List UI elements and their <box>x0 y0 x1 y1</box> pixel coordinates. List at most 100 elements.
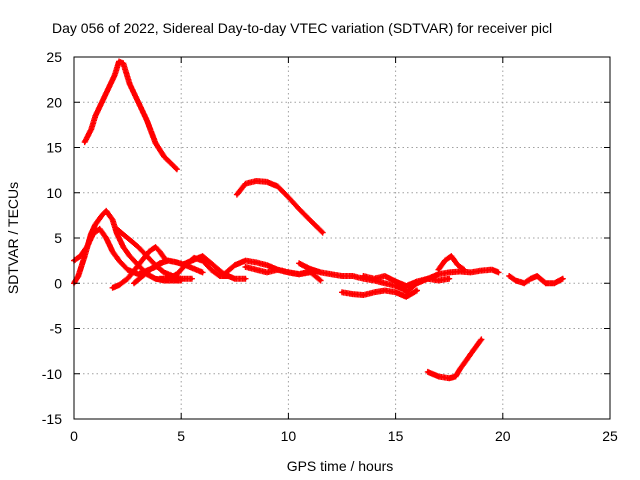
y-tick-label: 10 <box>46 185 62 201</box>
data-point <box>136 245 140 249</box>
data-point <box>121 61 125 65</box>
series-arc-late-morning-b <box>242 264 324 284</box>
data-point <box>100 213 104 217</box>
data-point <box>162 270 166 274</box>
data-point <box>175 260 179 264</box>
data-point <box>319 279 323 283</box>
data-point <box>209 268 213 272</box>
series-arc-high-peak <box>81 58 180 173</box>
data-point <box>462 268 466 272</box>
data-point <box>244 277 248 281</box>
data-point <box>443 259 447 263</box>
data-point <box>514 279 518 283</box>
data-point <box>83 140 87 144</box>
data-point <box>276 268 280 272</box>
data-point <box>297 261 301 265</box>
data-point <box>351 274 355 278</box>
data-point <box>265 263 269 267</box>
data-point <box>111 286 115 290</box>
y-tick-label: 0 <box>54 275 62 291</box>
data-point <box>179 263 183 267</box>
data-point <box>340 274 344 278</box>
x-tick-label: 15 <box>388 428 404 444</box>
data-point <box>426 277 430 281</box>
data-point <box>321 231 325 235</box>
data-point <box>166 259 170 263</box>
data-point <box>308 218 312 222</box>
data-point <box>211 263 215 267</box>
x-tick-label: 0 <box>70 428 78 444</box>
data-point <box>507 274 511 278</box>
data-point <box>394 290 398 294</box>
data-point <box>265 180 269 184</box>
data-point <box>415 281 419 285</box>
data-point <box>126 268 130 272</box>
data-point <box>340 290 344 294</box>
data-point <box>404 295 408 299</box>
data-point <box>93 114 97 118</box>
data-point <box>153 277 157 281</box>
data-point <box>153 141 157 145</box>
data-point <box>286 270 290 274</box>
series-arc-evening <box>506 273 566 287</box>
data-point <box>168 161 172 165</box>
data-point <box>383 274 387 278</box>
axis-tick-labels: 0 5 10 15 20 25 -15 -10 -5 0 5 10 15 20 25 <box>42 49 618 444</box>
data-point <box>254 260 258 264</box>
data-point <box>471 349 475 353</box>
series-arc-morning-a <box>109 244 170 291</box>
data-point <box>201 270 205 274</box>
data-point <box>522 281 526 285</box>
data-point <box>286 195 290 199</box>
data-point <box>479 337 483 341</box>
data-point <box>265 270 269 274</box>
data-point <box>141 274 145 278</box>
data-point <box>113 73 117 77</box>
data-point <box>117 259 121 263</box>
y-tick-label: 15 <box>46 140 62 156</box>
data-point <box>319 270 323 274</box>
data-point <box>308 267 312 271</box>
data-point <box>233 263 237 267</box>
data-point <box>454 374 458 378</box>
series-arc-midday <box>233 178 326 236</box>
data-point <box>372 277 376 281</box>
data-point <box>126 236 130 240</box>
data-point <box>469 270 473 274</box>
data-point <box>233 277 237 281</box>
data-point <box>426 370 430 374</box>
data-point <box>447 270 451 274</box>
data-point <box>111 250 115 254</box>
data-point <box>128 82 132 86</box>
data-point <box>218 274 222 278</box>
data-point <box>372 290 376 294</box>
data-point <box>497 270 501 274</box>
data-point <box>121 245 125 249</box>
data-point <box>93 222 97 226</box>
data-point <box>190 277 194 281</box>
data-point <box>529 277 533 281</box>
data-point <box>128 254 132 258</box>
data-point <box>436 374 440 378</box>
data-point <box>552 281 556 285</box>
data-point <box>244 259 248 263</box>
data-point <box>535 274 539 278</box>
data-point <box>190 259 194 263</box>
y-tick-label: 25 <box>46 49 62 65</box>
data-point <box>351 292 355 296</box>
data-point <box>145 254 149 258</box>
data-point <box>126 277 130 281</box>
data-point <box>111 218 115 222</box>
data-point <box>104 209 108 213</box>
axis-ticks <box>73 56 611 420</box>
series-arc-afternoon-bump <box>435 253 468 273</box>
x-tick-label: 10 <box>281 428 297 444</box>
y-tick-label: 5 <box>54 230 62 246</box>
data-point <box>222 272 226 276</box>
x-tick-label: 5 <box>177 428 185 444</box>
data-point <box>91 231 95 235</box>
data-point <box>383 288 387 292</box>
data-point <box>361 274 365 278</box>
